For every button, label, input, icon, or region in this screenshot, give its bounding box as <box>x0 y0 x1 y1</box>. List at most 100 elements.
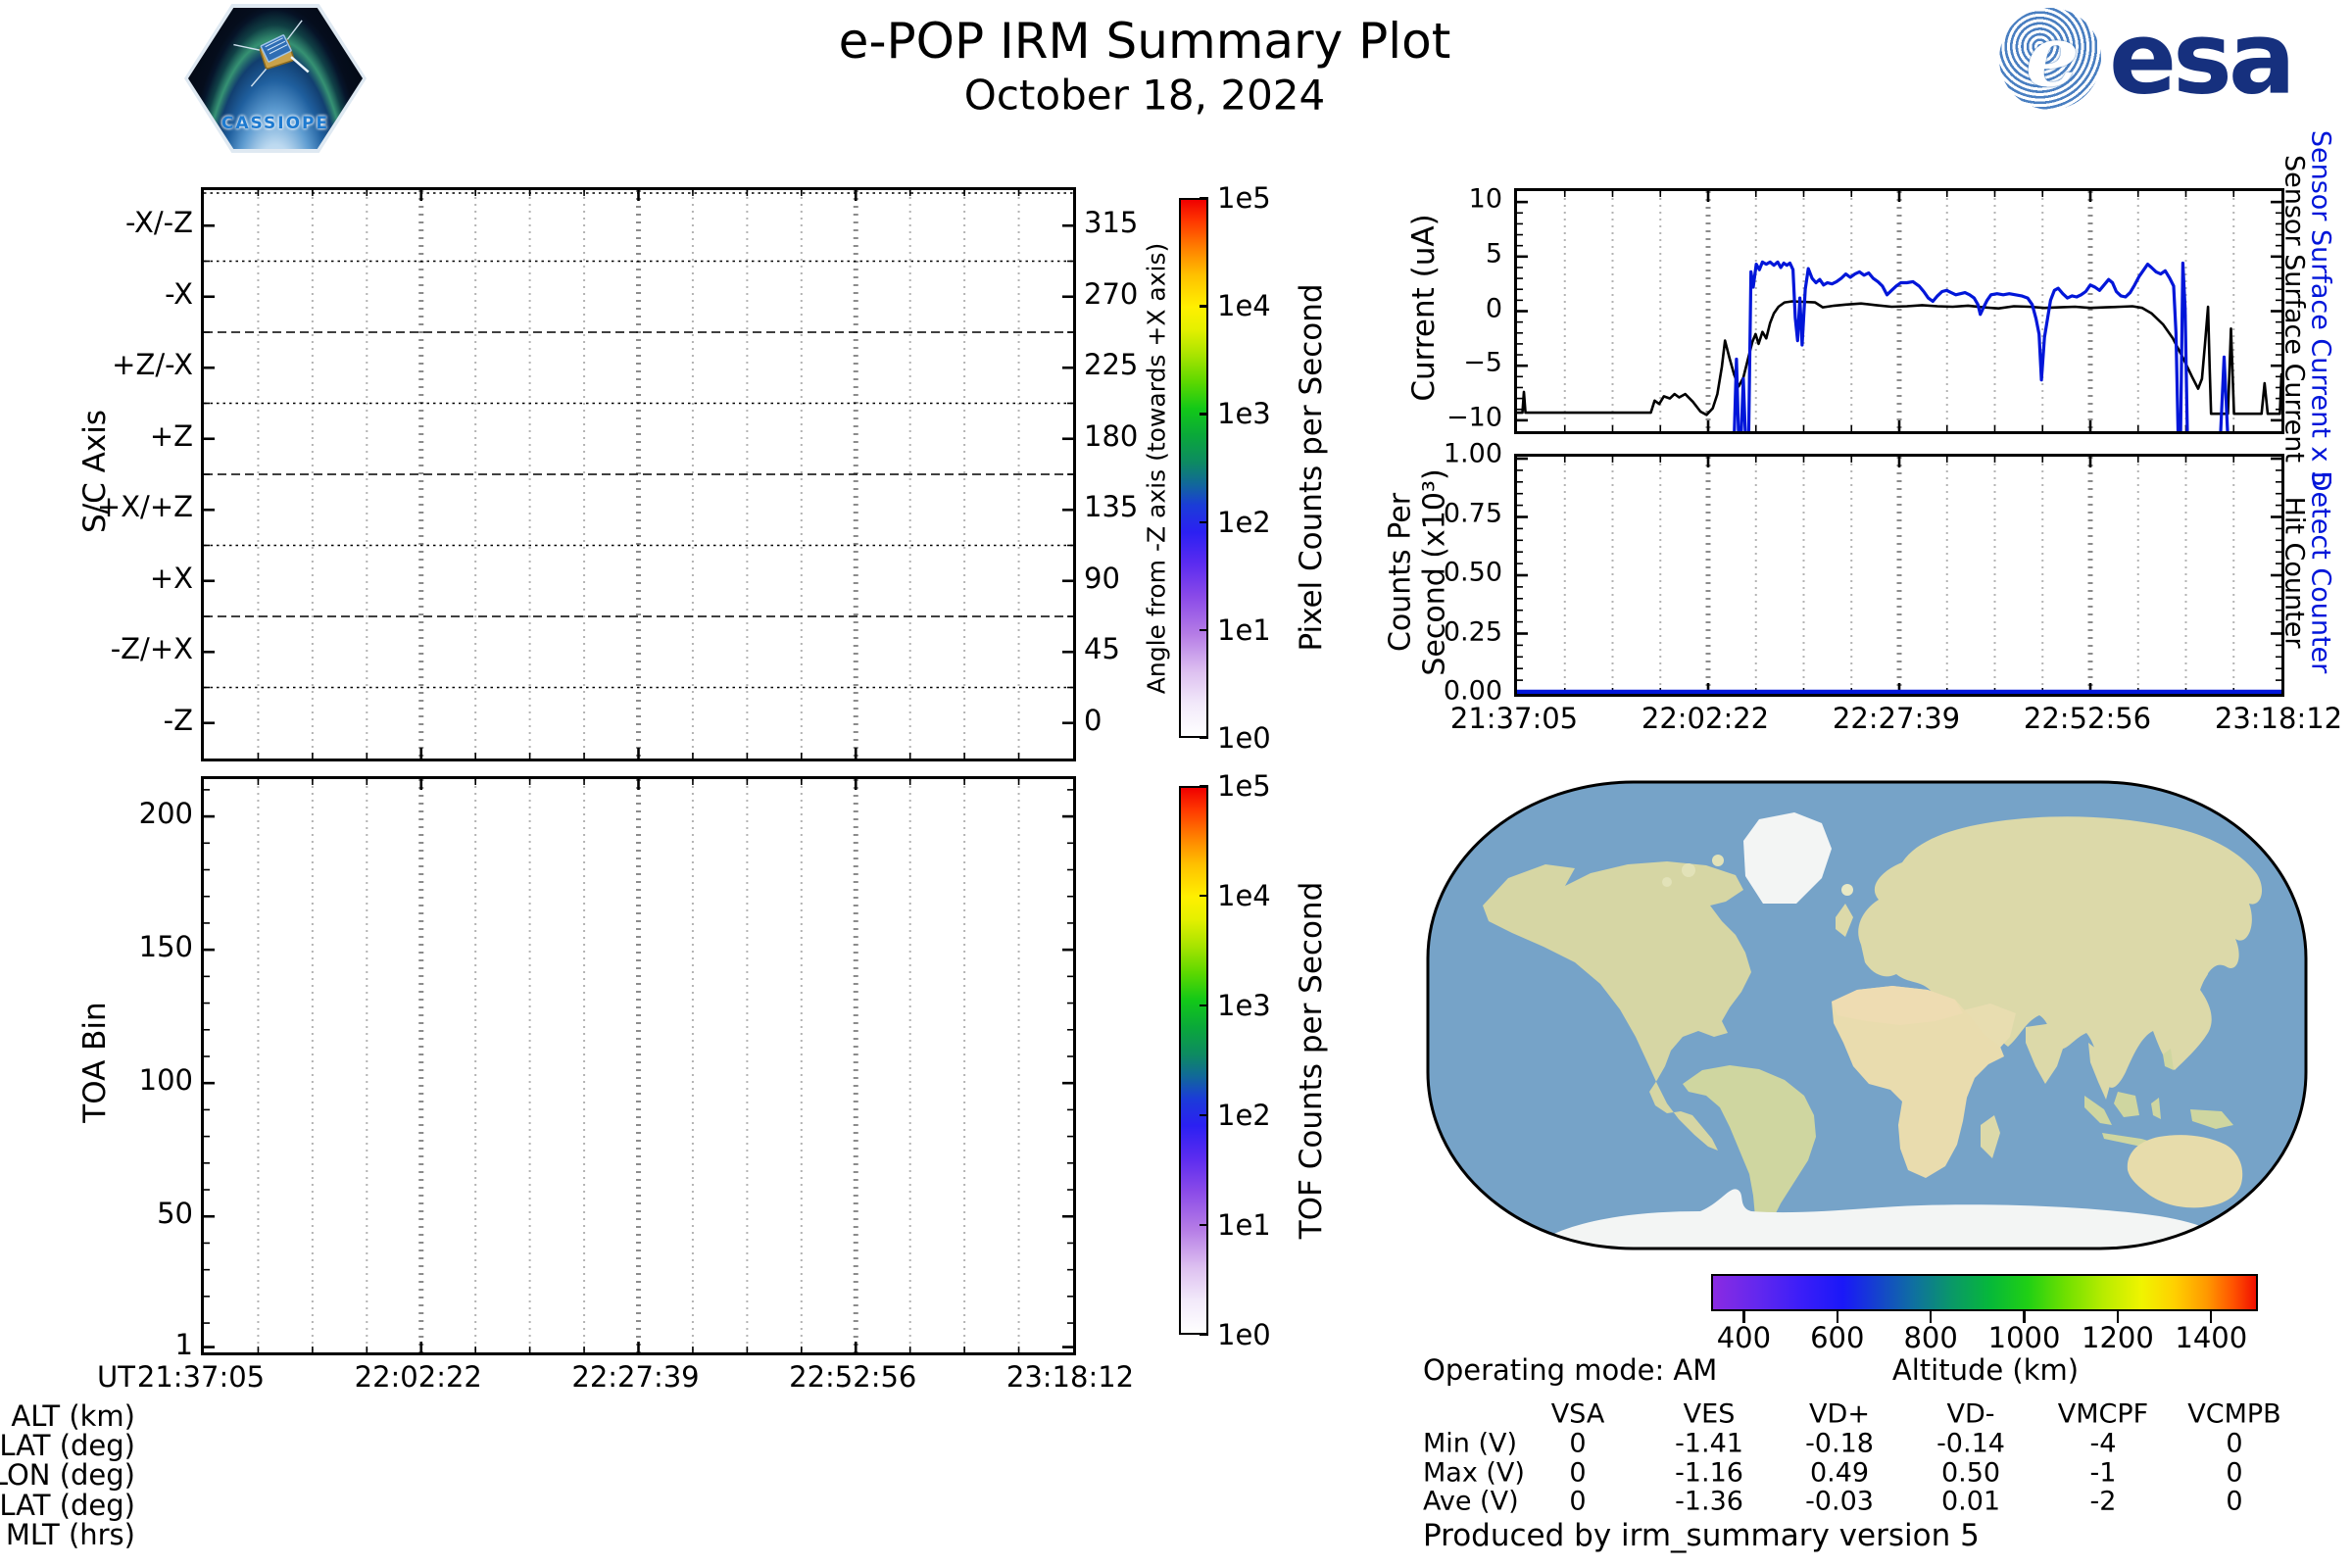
sensor-current-panel <box>1514 188 2284 434</box>
voltage-table-column-header: VMCPF <box>2057 1398 2149 1430</box>
voltage-table-cell: 0 <box>2226 1486 2243 1517</box>
pixel-colorbar-label: Pixel Counts per Second <box>1294 283 1329 652</box>
voltage-table-row-label: Ave (V) <box>1423 1486 1519 1517</box>
voltage-table-column-header: VES <box>1683 1398 1736 1430</box>
toa-ylabel: TOA Bin <box>77 1002 113 1123</box>
voltage-table-cell: -0.18 <box>1805 1428 1874 1459</box>
altitude-colorbar <box>1711 1274 2258 1311</box>
voltage-table-cell: -1.36 <box>1675 1486 1743 1517</box>
tof-colorbar-tickmark <box>1200 1004 1208 1007</box>
tof-colorbar-tickmark <box>1200 1224 1208 1227</box>
right-time-tick-label: 22:27:39 <box>1832 702 1961 735</box>
footer-credit: Produced by irm_summary version 5 <box>1423 1518 1980 1553</box>
angle-tick-label: 270 <box>1084 276 1139 311</box>
ephemeris-row-label: MLAT (deg) <box>0 1488 135 1522</box>
left-time-tick-label: 21:37:05 <box>136 1360 266 1394</box>
tof-colorbar-tickmark <box>1200 785 1208 788</box>
voltage-table-cell: 0 <box>1569 1486 1587 1517</box>
tof-colorbar-tickmark <box>1200 895 1208 898</box>
toa-ytick-label: 50 <box>157 1197 193 1231</box>
sensor-current-x5-legend: Sensor Surface Current x 5 <box>2305 129 2336 488</box>
pixel-counts-panel <box>201 187 1076 761</box>
pixel-colorbar-tickmark <box>1200 413 1208 416</box>
current-ytick-label: 10 <box>1468 183 1502 215</box>
altitude-tick-label: 400 <box>1716 1321 1772 1354</box>
right-time-tick-label: 22:02:22 <box>1641 702 1770 735</box>
right-time-tick-label: 22:52:56 <box>2023 702 2152 735</box>
counters-panel <box>1514 454 2284 697</box>
counts-ytick-label: 0.25 <box>1443 616 1502 647</box>
pixel-colorbar-tickmark <box>1200 628 1208 632</box>
detect-counter-legend: Detect Counter <box>2305 470 2336 674</box>
voltage-table-cell: 0 <box>2226 1428 2243 1459</box>
cassiope-label: CASSIOPE <box>220 114 330 133</box>
pixel-colorbar-tickmark <box>1200 197 1208 200</box>
satellite-icon <box>233 20 310 87</box>
toa-ytick-label: 200 <box>138 797 193 831</box>
sensor-current-legend: Sensor Surface Current <box>2278 155 2310 463</box>
current-ytick-label: 0 <box>1485 293 1502 323</box>
altitude-tickmark <box>2210 1311 2213 1323</box>
pixel-colorbar-tick: 1e2 <box>1217 505 1271 539</box>
pixel-colorbar-tick: 1e0 <box>1217 721 1271 755</box>
hit-counter-legend: Hit Counter <box>2278 496 2310 649</box>
altitude-tick-label: 1400 <box>2175 1321 2248 1354</box>
operating-mode: Operating mode: AM <box>1423 1353 1718 1387</box>
pixel-category-label: +Z <box>149 418 193 453</box>
left-time-tick-label: 23:18:12 <box>1005 1360 1135 1394</box>
tof-colorbar-tick: 1e2 <box>1217 1099 1271 1132</box>
world-map <box>1426 780 2308 1250</box>
altitude-tick-label: 1200 <box>2082 1321 2154 1354</box>
pixel-colorbar <box>1179 198 1208 738</box>
altitude-colorbar-label: Altitude (km) <box>1891 1353 2080 1387</box>
left-time-tick-label: 22:52:56 <box>789 1360 917 1394</box>
ut-row-label: UT <box>97 1360 135 1394</box>
current-ytick-label: 5 <box>1485 238 1502 270</box>
pixel-category-label: +X <box>149 561 193 595</box>
voltage-table-cell: -1.41 <box>1675 1428 1743 1459</box>
altitude-tick-label: 1000 <box>1987 1321 2061 1354</box>
tof-colorbar-tick: 1e5 <box>1217 769 1271 803</box>
page-date: October 18, 2024 <box>963 71 1326 120</box>
voltage-table-cell: 0.50 <box>1940 1457 2001 1489</box>
esa-wordmark: esa <box>2109 0 2296 118</box>
altitude-tickmark <box>2116 1311 2120 1323</box>
pixel-colorbar-tickmark <box>1200 737 1208 740</box>
current-ylabel: Current (uA) <box>1406 214 1442 402</box>
left-time-tick-label: 22:27:39 <box>571 1360 700 1394</box>
pixel-category-label: -Z <box>163 703 193 737</box>
ephemeris-row-label: MLT (hrs) <box>5 1517 135 1551</box>
voltage-table-cell: 0 <box>1569 1457 1587 1489</box>
pixel-colorbar-tick: 1e1 <box>1217 612 1271 647</box>
pixel-category-label: +X/+Z <box>96 490 193 524</box>
voltage-table-cell: -0.14 <box>1936 1428 2005 1459</box>
toa-ytick-label: 100 <box>138 1063 193 1098</box>
pixel-colorbar-tick: 1e3 <box>1217 397 1271 431</box>
altitude-tickmark <box>1742 1311 1745 1323</box>
voltage-table-column-header: VD+ <box>1809 1398 1870 1430</box>
pixel-colorbar-tick: 1e4 <box>1217 289 1271 323</box>
voltage-table-column-header: VD- <box>1946 1398 1995 1430</box>
ephemeris-row-label: LAT (deg) <box>0 1429 135 1463</box>
toa-ytick-label: 150 <box>138 930 193 964</box>
toa-bin-panel <box>201 776 1076 1355</box>
pixel-colorbar-tickmark <box>1200 305 1208 308</box>
tof-colorbar-tickmark <box>1200 1334 1208 1337</box>
voltage-table-column-header: VSA <box>1550 1398 1605 1430</box>
toa-ytick-label: 1 <box>174 1327 193 1361</box>
counts-ytick-label: 0.00 <box>1443 675 1502 707</box>
cassiope-mission-patch: CASSIOPE <box>184 4 367 153</box>
current-ytick-label: −5 <box>1463 347 1502 378</box>
angle-tick-label: 180 <box>1084 418 1139 453</box>
voltage-table-cell: 0 <box>1569 1428 1587 1459</box>
tof-colorbar-tick: 1e3 <box>1217 989 1271 1022</box>
page-title: e-POP IRM Summary Plot <box>838 13 1451 70</box>
voltage-table-column-header: VCMPB <box>2187 1398 2281 1430</box>
voltage-table-row-label: Max (V) <box>1423 1457 1525 1489</box>
voltage-table-cell: 0.49 <box>1809 1457 1870 1489</box>
tof-colorbar-tick: 1e4 <box>1217 879 1271 912</box>
voltage-table-cell: -2 <box>2089 1486 2117 1517</box>
counts-ylabel-line1: Counts Per <box>1383 492 1418 653</box>
angle-tick-label: 45 <box>1084 632 1120 666</box>
